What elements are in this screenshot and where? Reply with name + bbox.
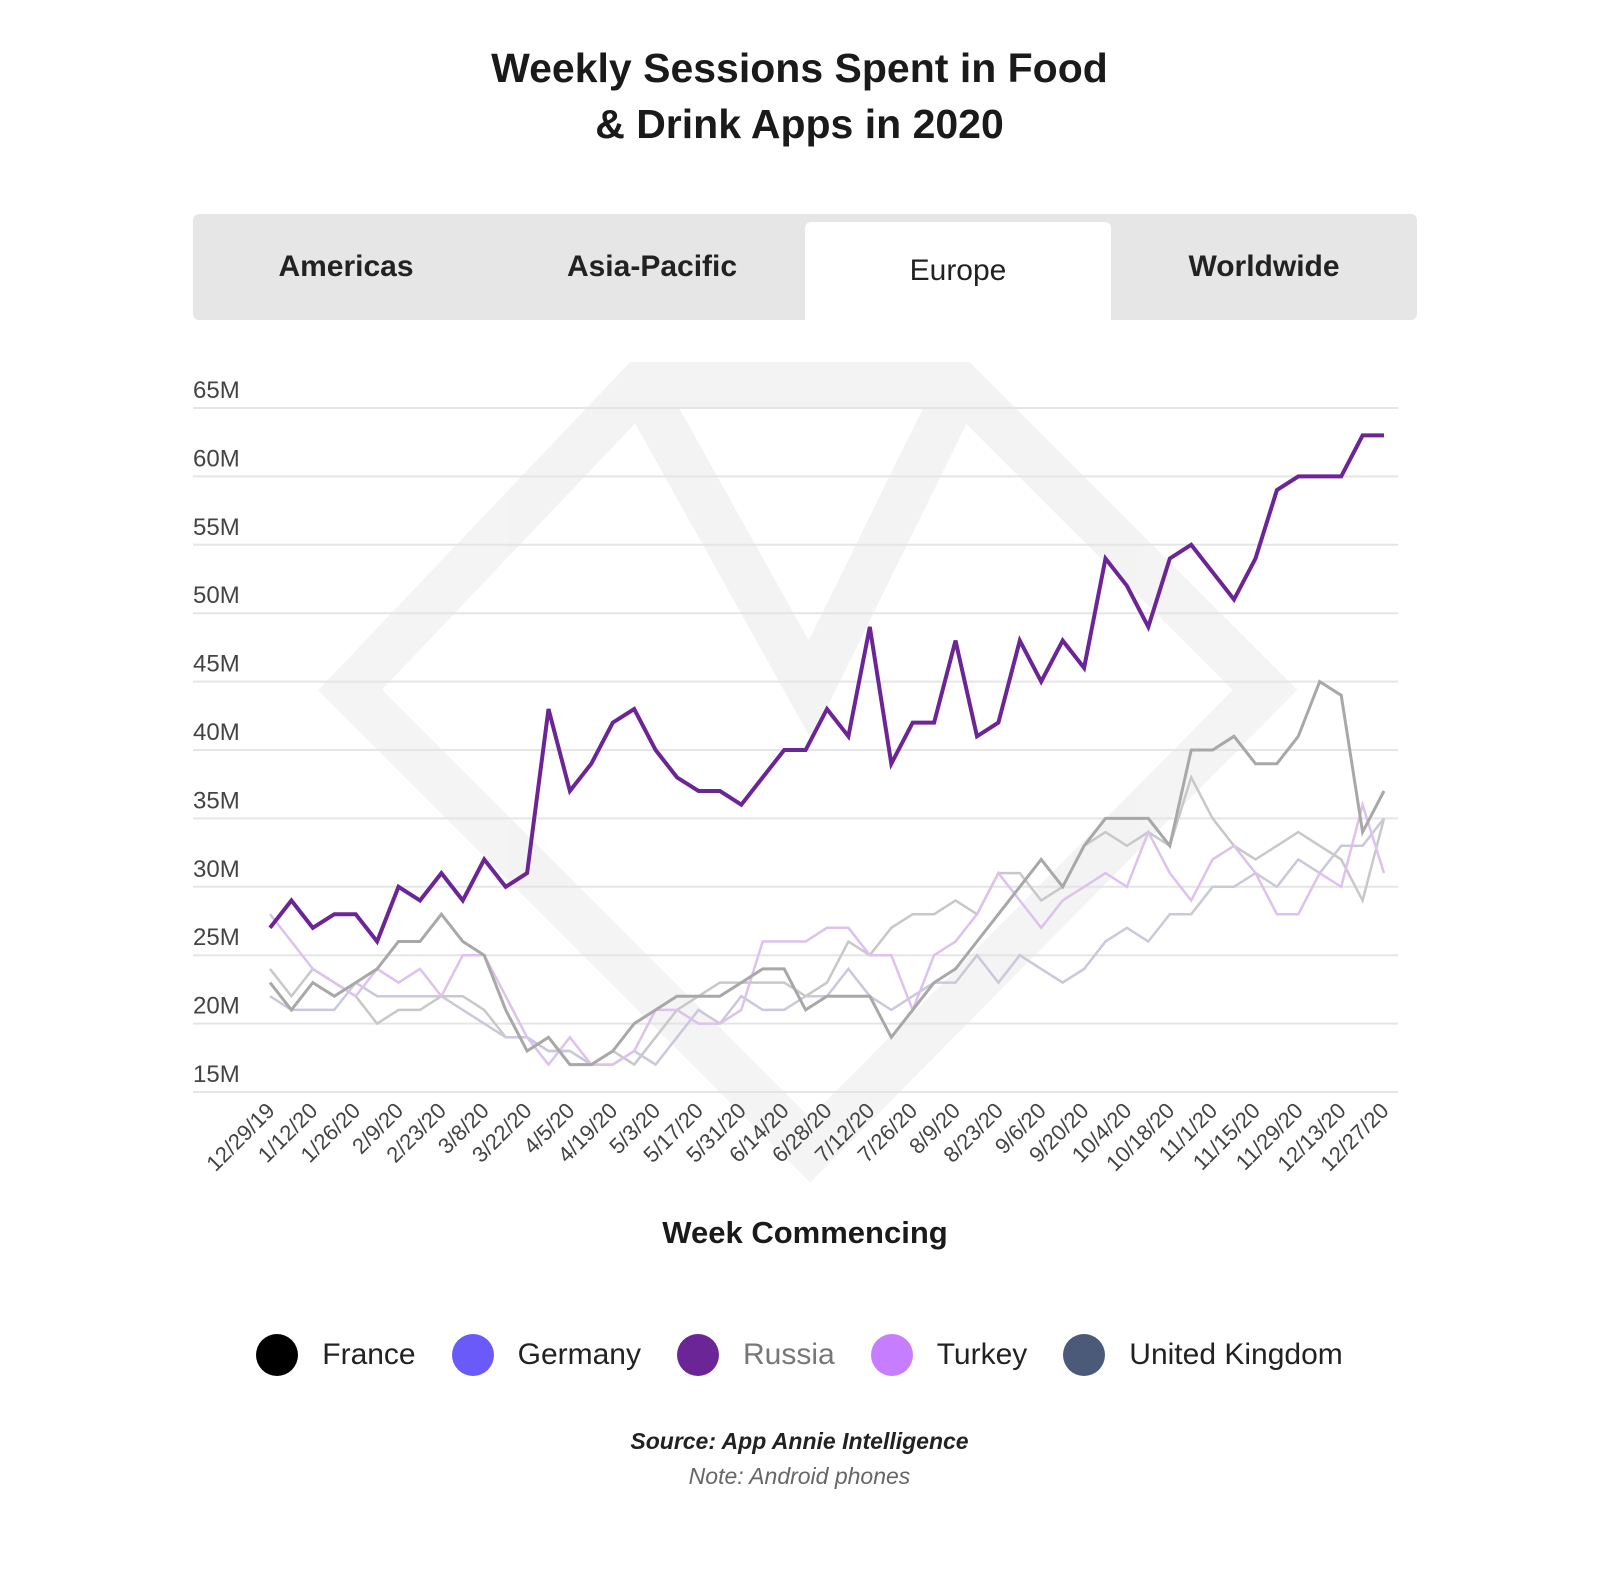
y-tick-label: 40M — [193, 719, 240, 746]
legend-label-france: France — [322, 1338, 416, 1371]
tab-asia-pacific[interactable]: Asia-Pacific — [566, 250, 738, 283]
legend-swatch-russia — [677, 1334, 719, 1376]
series-line-france — [268, 679, 1386, 1067]
region-tabs: Americas Asia-Pacific Europe Worldwide — [193, 214, 1417, 320]
legend-swatch-turkey — [870, 1334, 913, 1376]
series-lines — [268, 433, 1386, 1067]
series-line-russia — [268, 433, 1384, 946]
watermark — [317, 362, 1298, 1183]
y-tick-label: 50M — [193, 582, 240, 609]
y-tick-label: 30M — [193, 856, 240, 883]
legend-item-france[interactable]: France — [256, 1334, 416, 1376]
legend: France Germany Russia Turkey United King… — [0, 1327, 1599, 1383]
y-tick-label: 55M — [193, 514, 240, 541]
legend-item-germany[interactable]: Germany — [451, 1334, 641, 1376]
series-line-united-kingdom — [269, 774, 1386, 1067]
x-axis-label: Week Commencing — [662, 1215, 947, 1250]
tab-americas[interactable]: Americas — [278, 250, 414, 283]
legend-item-turkey[interactable]: Turkey — [870, 1334, 1028, 1376]
tab-worldwide[interactable]: Worldwide — [1188, 250, 1340, 283]
chart-title: Weekly Sessions Spent in Food & Drink Ap… — [0, 40, 1599, 152]
chart-title-line-1: Weekly Sessions Spent in Food — [491, 45, 1108, 91]
legend-item-russia[interactable]: Russia — [677, 1334, 835, 1376]
y-tick-label: 25M — [193, 924, 240, 951]
series-line-turkey — [269, 800, 1386, 1067]
y-tick-label: 35M — [193, 787, 240, 814]
y-tick-label: 20M — [193, 993, 240, 1020]
tab-europe[interactable]: Europe — [805, 222, 1111, 320]
chart-title-line-2: & Drink Apps in 2020 — [595, 101, 1004, 147]
legend-label-germany: Germany — [517, 1338, 641, 1371]
source-text: Source: App Annie Intelligence — [630, 1428, 969, 1454]
y-tick-label: 60M — [193, 445, 240, 472]
note-text: Note: Android phones — [688, 1463, 911, 1489]
legend-label-united-kingdom: United Kingdom — [1129, 1338, 1343, 1371]
legend-label-russia: Russia — [743, 1338, 835, 1371]
y-tick-label: 65M — [193, 377, 240, 404]
y-tick-label: 45M — [193, 651, 240, 678]
y-axis-ticks: 15M 20M 25M 30M 35M 40M 45M 50M 55M 60M 65M — [193, 377, 240, 1088]
y-tick-label: 15M — [193, 1061, 240, 1088]
legend-label-turkey: Turkey — [936, 1338, 1028, 1371]
legend-swatch-france — [256, 1334, 299, 1376]
legend-item-united-kingdom[interactable]: United Kingdom — [1063, 1334, 1343, 1376]
legend-swatch-germany — [451, 1334, 494, 1376]
legend-swatch-united-kingdom — [1063, 1334, 1106, 1376]
